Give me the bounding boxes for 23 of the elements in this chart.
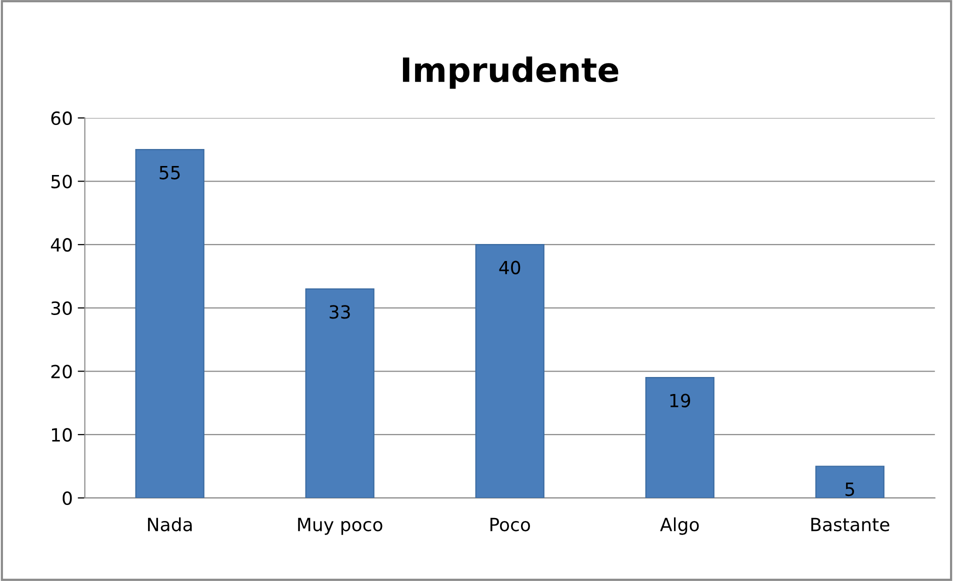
x-tick-label: Muy poco <box>298 518 382 535</box>
y-tick-label: 60 <box>51 111 72 126</box>
bar <box>135 149 204 498</box>
y-tick-label: 40 <box>50 238 72 252</box>
y-tick-label: 50 <box>51 174 72 188</box>
bar <box>475 244 544 498</box>
bar <box>645 377 714 498</box>
data-label: 40 <box>499 260 520 274</box>
x-tick-label: Bastante <box>811 518 890 532</box>
y-tick-label: 30 <box>51 301 72 316</box>
data-label: 55 <box>160 166 180 180</box>
chart-title: Imprudente <box>402 56 618 89</box>
x-tick-label: Nada <box>148 517 192 532</box>
x-tick-label: Poco <box>490 518 530 532</box>
data-label: 33 <box>330 305 350 319</box>
bar <box>815 466 884 498</box>
y-tick-label: 0 <box>62 491 72 506</box>
x-tick-label: Algo <box>660 517 699 535</box>
data-label: 19 <box>670 394 690 408</box>
y-tick-label: 10 <box>52 428 72 442</box>
y-tick-label: 20 <box>51 364 72 378</box>
bar <box>305 288 374 498</box>
data-label: 5 <box>846 482 854 496</box>
